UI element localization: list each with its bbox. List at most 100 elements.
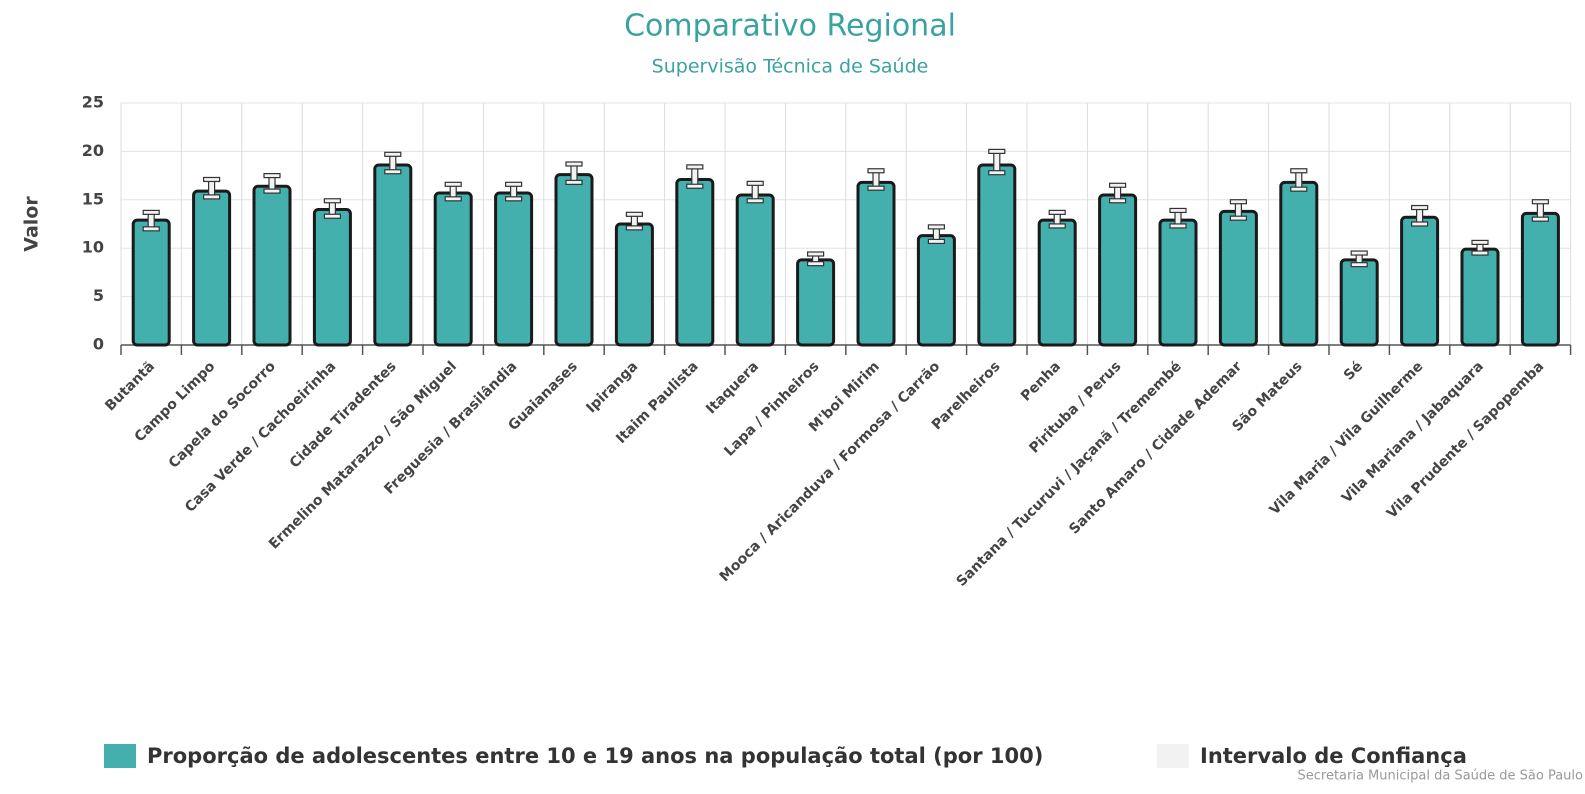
- error-cap-low: [1531, 216, 1550, 222]
- error-stem: [1295, 170, 1303, 190]
- error-cap-low: [1290, 186, 1308, 192]
- error-cap-high: [1531, 199, 1550, 205]
- error-cap-low: [565, 179, 583, 185]
- error-bar: [142, 209, 160, 232]
- error-cap-high: [686, 164, 704, 170]
- legend-swatch: [104, 744, 136, 768]
- error-bar: [1048, 209, 1066, 229]
- bar: [856, 180, 896, 347]
- bar: [1218, 209, 1258, 347]
- x-tick-label: Itaquera: [703, 359, 762, 418]
- error-cap-high: [142, 209, 160, 215]
- error-cap-high: [1471, 239, 1489, 245]
- error-bar: [1410, 204, 1429, 227]
- error-bar: [806, 251, 825, 267]
- error-cap-low: [444, 196, 462, 202]
- error-bar: [1531, 199, 1550, 222]
- error-cap-high: [1048, 209, 1066, 215]
- legend-label: Intervalo de Confiança: [1200, 744, 1467, 768]
- error-bar: [1229, 199, 1248, 221]
- error-cap-low: [1410, 221, 1429, 227]
- y-axis-title: Valor: [21, 196, 43, 252]
- error-cap-low: [1169, 223, 1187, 229]
- y-tick-label: 15: [82, 189, 104, 208]
- error-bar: [444, 181, 462, 202]
- error-cap-high: [323, 198, 341, 204]
- error-cap-high: [1169, 207, 1187, 214]
- error-cap-low: [1048, 223, 1066, 229]
- bar: [1520, 211, 1560, 347]
- error-cap-low: [142, 226, 160, 232]
- bar: [312, 207, 352, 347]
- error-cap-low: [1471, 250, 1489, 256]
- error-stem: [570, 163, 578, 183]
- bar: [1098, 193, 1138, 347]
- error-cap-low: [746, 198, 764, 204]
- error-cap-low: [263, 188, 281, 194]
- error-cap-high: [927, 224, 946, 230]
- error-stem: [872, 170, 880, 189]
- error-cap-low: [927, 238, 946, 245]
- chart-title: Comparativo Regional: [624, 9, 956, 44]
- y-tick-label: 25: [82, 93, 104, 112]
- error-cap-low: [625, 225, 644, 231]
- x-tick-label: Capela do Socorro: [166, 358, 279, 471]
- error-bar: [505, 181, 523, 202]
- bar: [1037, 218, 1077, 347]
- error-bar: [1169, 207, 1187, 229]
- x-tick-label: Santana / Tucuruvi / Jaçanã / Tremembé: [954, 359, 1185, 590]
- error-cap-high: [565, 161, 583, 167]
- error-bar: [1290, 168, 1308, 192]
- bar: [131, 218, 171, 347]
- error-cap-high: [746, 180, 764, 186]
- bar: [1279, 180, 1319, 347]
- error-bar: [625, 211, 644, 231]
- error-cap-high: [444, 181, 462, 187]
- bar: [192, 189, 232, 347]
- error-cap-low: [203, 194, 221, 200]
- error-cap-low: [988, 170, 1006, 176]
- error-bar: [867, 168, 885, 191]
- error-cap-high: [806, 251, 825, 257]
- y-tick-label: 20: [82, 141, 104, 160]
- error-bar: [323, 198, 341, 219]
- error-cap-low: [867, 185, 885, 191]
- x-tick-label: Ipiranga: [583, 359, 641, 417]
- error-stem: [389, 153, 397, 173]
- x-tick-label: Penha: [1018, 359, 1064, 405]
- y-tick-label: 10: [82, 238, 104, 257]
- error-cap-high: [1290, 168, 1308, 174]
- error-cap-high: [1350, 250, 1368, 256]
- bar: [252, 184, 292, 347]
- error-cap-low: [505, 196, 523, 202]
- error-cap-low: [686, 183, 704, 189]
- error-stem: [691, 166, 699, 187]
- error-bar: [263, 173, 281, 194]
- bar: [373, 163, 413, 347]
- error-bar: [565, 161, 583, 185]
- legend-label: Proporção de adolescentes entre 10 e 19 …: [147, 744, 1043, 768]
- error-cap-high: [203, 176, 221, 183]
- error-cap-high: [384, 151, 402, 157]
- bar: [1339, 258, 1379, 347]
- y-tick-label: 0: [93, 335, 104, 354]
- error-bar: [1350, 250, 1368, 268]
- error-bar: [1108, 182, 1127, 204]
- credit: Secretaria Municipal da Saúde de São Pau…: [1297, 769, 1583, 784]
- error-bar: [384, 151, 402, 175]
- bar: [1400, 215, 1440, 347]
- error-cap-high: [1108, 182, 1127, 188]
- error-bar: [1471, 239, 1489, 256]
- error-cap-high: [988, 148, 1006, 154]
- legend-swatch: [1157, 744, 1189, 768]
- error-stem: [208, 178, 216, 198]
- y-tick-label: 5: [93, 286, 104, 305]
- bar: [554, 173, 594, 347]
- error-bar: [988, 148, 1006, 176]
- x-tick-label: Butantã: [102, 359, 158, 415]
- error-cap-low: [1350, 262, 1368, 268]
- error-cap-low: [1229, 215, 1248, 221]
- error-cap-low: [806, 261, 825, 267]
- bar: [1460, 247, 1500, 347]
- bar: [1158, 218, 1198, 347]
